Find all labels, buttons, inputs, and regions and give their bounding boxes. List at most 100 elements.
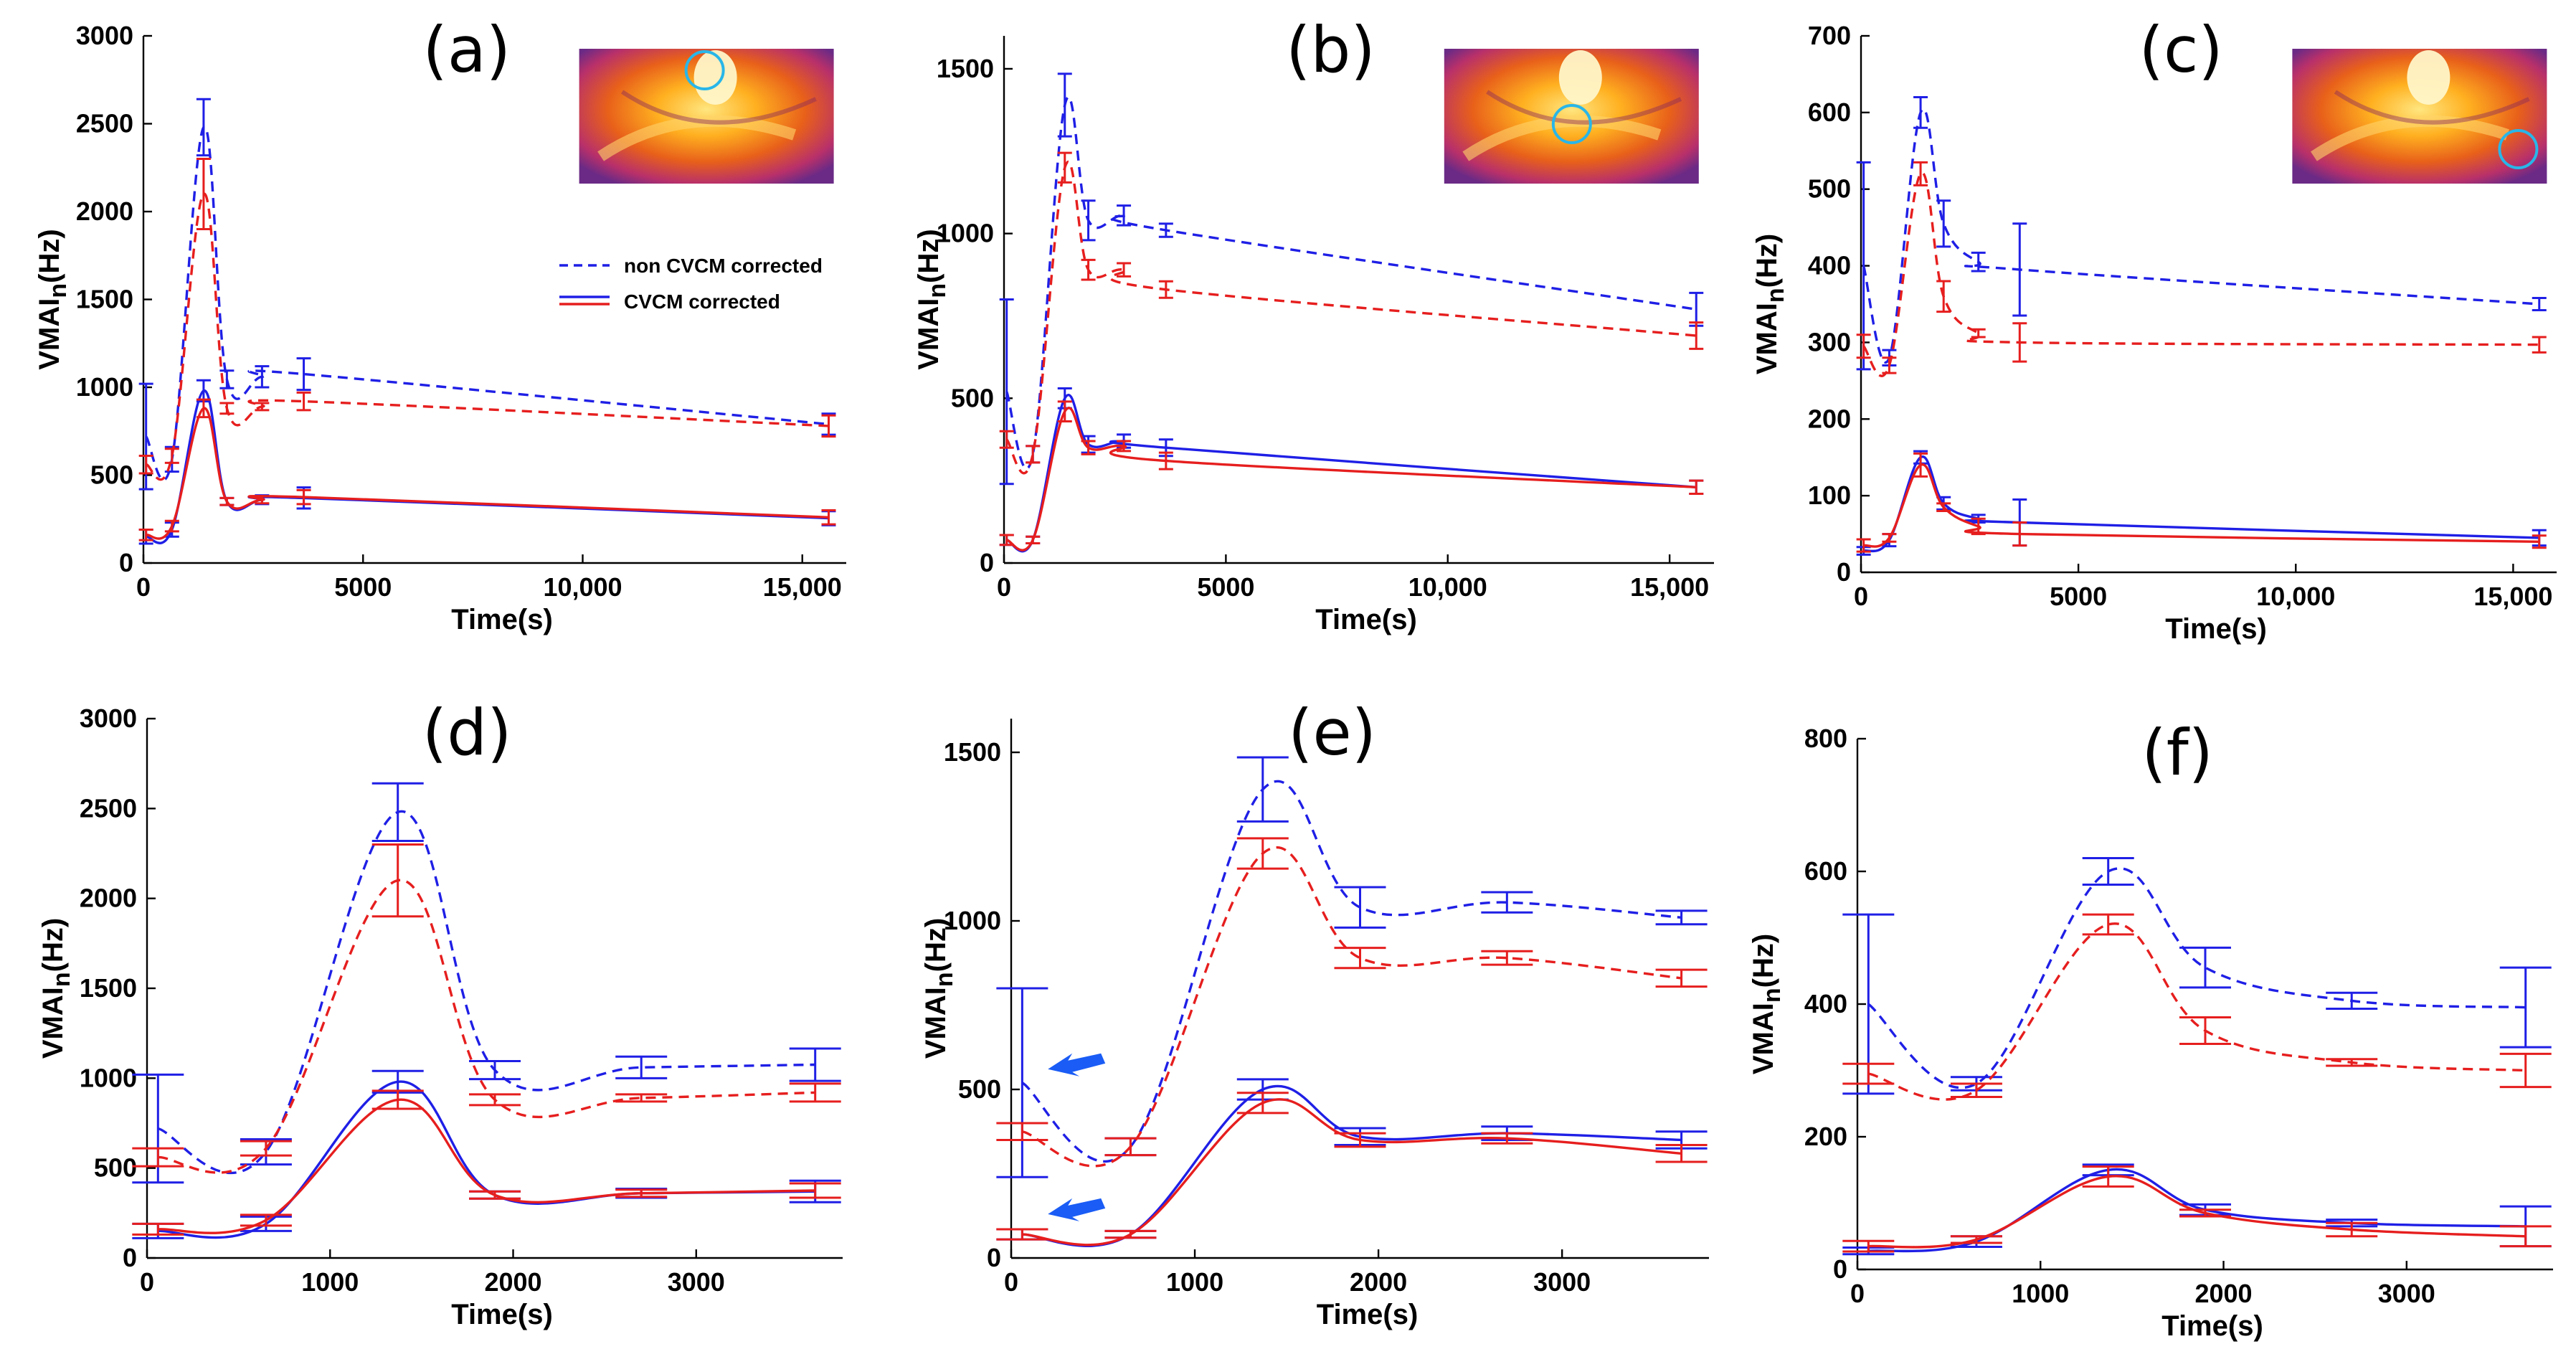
- error-bar: [2012, 521, 2027, 547]
- legend: non CVCM corrected CVCM corrected: [559, 255, 823, 313]
- error-bar: [999, 430, 1014, 449]
- error-bar: [132, 1147, 184, 1168]
- x-tick-label: 0: [136, 572, 151, 602]
- error-bar: [1026, 445, 1041, 464]
- y-tick-label: 500: [1808, 174, 1851, 204]
- y-axis-title: VMAIn(Hz): [1751, 234, 1789, 374]
- x-axis-title: Time(s): [451, 1299, 553, 1330]
- error-bar: [1117, 262, 1132, 278]
- error-bar: [2082, 1165, 2134, 1188]
- y-tick-label: 800: [1804, 724, 1847, 753]
- error-bar: [138, 455, 153, 475]
- error-bar: [2012, 222, 2027, 317]
- y-tick-label: 0: [980, 548, 994, 577]
- chart-panel-f: 0 200 400 600 800 0 1000 2000 3000 Time(s) VMAIn(H…: [1748, 716, 2553, 1342]
- chart-panel-a: 0 500 1000 1500 2000 2500 3000 0 5000 10,000 15,00…: [34, 13, 846, 635]
- error-bar: [996, 1228, 1048, 1241]
- non-cvcm-blue-line: [1021, 780, 1682, 1163]
- error-bar: [2532, 336, 2547, 354]
- y-axis-title: VMAIn(Hz): [920, 918, 958, 1059]
- y-tick-label: 600: [1808, 98, 1851, 127]
- error-bar: [2499, 1052, 2552, 1089]
- error-bar: [2012, 322, 2027, 363]
- x-tick-label: 0: [1004, 1267, 1018, 1297]
- error-bar: [1081, 258, 1096, 281]
- error-bar: [1655, 968, 1708, 988]
- error-bar: [240, 1140, 292, 1157]
- non-cvcm-red-line: [1862, 171, 2539, 377]
- y-tick-label: 1000: [76, 372, 133, 402]
- error-bar: [164, 519, 179, 533]
- error-bar: [1971, 251, 1986, 273]
- x-tick-label: 15,000: [763, 572, 842, 602]
- non-cvcm-red-line: [1005, 160, 1697, 475]
- error-bar: [2179, 946, 2231, 989]
- error-bar: [296, 357, 311, 392]
- legend-solid-label: CVCM corrected: [624, 290, 780, 313]
- panel-label: (e): [1288, 696, 1376, 770]
- error-bar: [789, 1182, 841, 1199]
- x-tick-label: 2000: [484, 1267, 541, 1297]
- x-tick-label: 15,000: [1630, 572, 1709, 602]
- annotation-arrow: [1048, 1198, 1106, 1221]
- y-tick-label: 2500: [80, 793, 137, 823]
- y-tick-label: 0: [119, 548, 133, 577]
- error-bar: [371, 782, 424, 842]
- inset-image: [2292, 49, 2547, 184]
- cvcm-blue-line: [146, 389, 829, 544]
- y-tick-label: 3000: [80, 704, 137, 733]
- x-tick-label: 10,000: [1408, 572, 1487, 602]
- x-tick-label: 2000: [1350, 1267, 1407, 1297]
- error-bar: [1882, 356, 1897, 374]
- y-tick-label: 1500: [80, 973, 137, 1003]
- y-tick-label: 2000: [80, 884, 137, 913]
- error-bar: [789, 1082, 841, 1103]
- error-bar: [219, 496, 235, 506]
- error-bar: [1057, 151, 1072, 184]
- x-axis-title: Time(s): [451, 604, 553, 635]
- error-bar: [1236, 1092, 1289, 1115]
- chart-panel-c: 0 100 200 300 400 500 600 700 0 5000 10,000 15,000 T…: [1751, 13, 2557, 645]
- y-tick-label: 500: [94, 1153, 137, 1183]
- non-cvcm-blue-line: [157, 810, 815, 1175]
- y-tick-label: 0: [123, 1243, 137, 1272]
- error-bar: [999, 534, 1014, 547]
- error-bar: [2179, 1208, 2231, 1218]
- inset-image: [579, 49, 834, 184]
- error-bar: [1936, 502, 1951, 513]
- panel-label: (a): [423, 13, 511, 87]
- error-bar: [1842, 1239, 1895, 1253]
- error-bar: [1842, 1062, 1895, 1085]
- error-bar: [1689, 479, 1704, 496]
- non-cvcm-red-line: [158, 879, 815, 1174]
- non-cvcm-red-line: [1867, 922, 2526, 1101]
- error-bar: [219, 369, 235, 389]
- error-bar: [1913, 452, 1928, 478]
- error-bar: [138, 528, 153, 541]
- error-bar: [1481, 891, 1533, 914]
- cvcm-blue-line: [1006, 394, 1697, 553]
- y-tick-label: 500: [958, 1074, 1001, 1104]
- y-tick-label: 0: [1833, 1254, 1847, 1284]
- chart-panel-d: 0 500 1000 1500 2000 2500 3000 0 1000 2000 3000 Tim…: [37, 696, 843, 1330]
- error-bar: [789, 1047, 841, 1082]
- error-bar: [615, 1188, 668, 1198]
- x-tick-label: 15,000: [2473, 582, 2552, 611]
- y-tick-label: 500: [951, 383, 994, 412]
- x-tick-label: 2000: [2194, 1279, 2252, 1308]
- error-bar: [219, 402, 235, 415]
- chart-panel-e: 0 500 1000 1500 0 1000 2000 3000 Time(s) VMAIn(Hz…: [920, 696, 1709, 1330]
- y-axis-title: VMAIn(Hz): [37, 918, 75, 1059]
- y-tick-label: 1500: [76, 285, 133, 314]
- error-bar: [371, 843, 424, 918]
- inset-image: [1444, 49, 1699, 184]
- panel-label: (f): [2141, 716, 2213, 790]
- y-tick-label: 200: [1808, 404, 1851, 433]
- error-bar: [1104, 1229, 1157, 1239]
- error-bar: [1026, 535, 1041, 544]
- x-tick-label: 10,000: [543, 572, 622, 602]
- x-axis-title: Time(s): [1317, 1299, 1419, 1330]
- error-bar: [1117, 204, 1132, 227]
- roi-marker: [1551, 104, 1592, 144]
- error-bar: [821, 509, 836, 526]
